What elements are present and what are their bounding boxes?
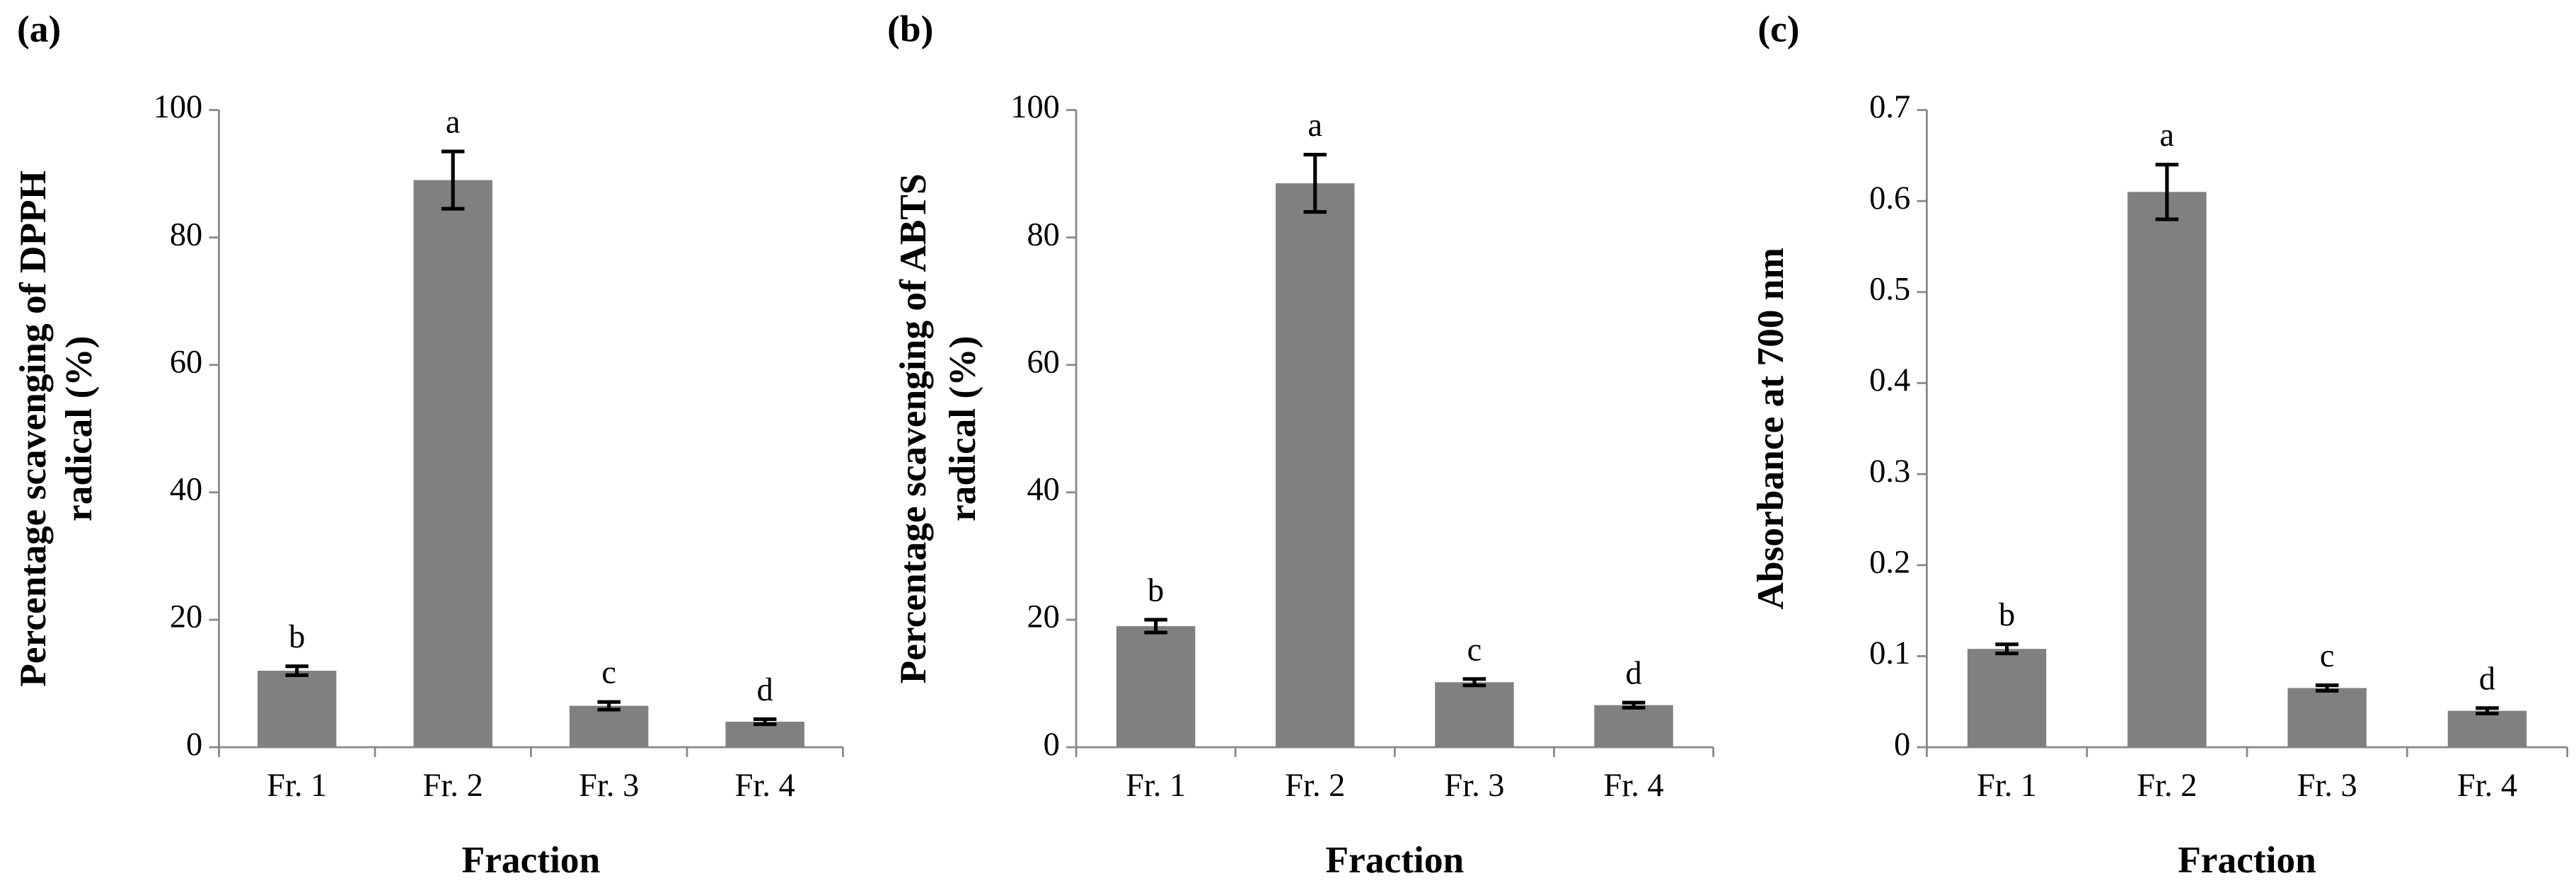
significance-letter: c [1467,632,1482,668]
y-tick-label: 0.7 [1869,89,1910,125]
bar [1276,183,1355,748]
y-tick-label: 80 [1027,216,1059,253]
y-tick-label: 40 [170,472,202,508]
y-tick-label: 100 [1010,89,1060,125]
y-axis-label: radical (%) [57,336,100,521]
bar [1594,705,1673,748]
error-bar [2155,163,2179,221]
y-tick-label: 0 [1044,727,1060,763]
y-tick-label: 0.1 [1869,635,1910,671]
bar [1116,625,1196,748]
significance-letter: d [1625,656,1641,692]
error-bar [753,717,777,727]
x-tick-label: Fr. 4 [735,768,795,804]
panel-label: (a) [17,8,61,50]
y-tick-label: 0.5 [1869,271,1910,307]
panel-label: (b) [887,8,933,50]
bar [2127,192,2207,748]
x-axis-label: Fraction [2178,838,2316,881]
significance-letter: a [446,105,461,141]
significance-letter: d [757,672,773,708]
x-tick-label: Fr. 3 [1444,768,1504,804]
significance-letter: d [2479,661,2495,697]
y-axis-label: radical (%) [941,336,983,521]
x-tick-label: Fr. 1 [1977,768,2037,804]
error-bar [2476,706,2499,716]
y-axis-label: Percentage scavenging of DPPH [11,171,54,687]
y-tick-label: 20 [1027,599,1059,635]
significance-letter: b [1999,597,2015,633]
significance-letter: c [2320,638,2335,674]
error-bar [285,664,308,677]
bar [1967,649,2047,748]
x-tick-label: Fr. 1 [1126,768,1186,804]
x-axis-label: Fraction [1326,838,1465,881]
y-axis-label: Absorbance at 700 nm [1749,248,1791,610]
error-bar [1144,618,1167,635]
y-tick-label: 0 [1894,727,1910,763]
error-bar [1995,642,2018,656]
error-bar [1462,677,1486,688]
y-tick-label: 60 [170,344,202,380]
significance-letter: a [2160,117,2175,154]
bar [1435,682,1514,748]
bar [413,180,492,748]
error-bar [2315,683,2339,693]
error-bar [1622,700,1646,710]
panel-label: (c) [1757,8,1799,50]
y-tick-label: 0 [186,727,202,763]
x-axis-label: Fraction [462,838,601,881]
x-tick-label: Fr. 2 [2137,768,2197,804]
significance-letter: c [601,655,616,691]
bar [258,671,337,748]
bar [2287,688,2367,748]
y-tick-label: 0.6 [1869,180,1910,216]
x-tick-label: Fr. 3 [2297,768,2357,804]
x-tick-label: Fr. 2 [1285,768,1345,804]
y-tick-label: 0.2 [1869,544,1910,580]
y-axis-label: Percentage scavenging of ABTS [891,173,934,683]
x-tick-label: Fr. 4 [1604,768,1664,804]
x-tick-label: Fr. 2 [423,768,483,804]
y-tick-label: 80 [170,216,202,253]
error-bar [1303,153,1327,214]
significance-letter: a [1307,108,1322,144]
error-bar [597,700,620,712]
y-tick-label: 20 [170,599,202,635]
x-tick-label: Fr. 4 [2457,768,2517,804]
y-tick-label: 0.4 [1869,362,1910,398]
x-tick-label: Fr. 1 [267,768,327,804]
significance-letter: b [289,619,305,655]
y-tick-label: 40 [1027,472,1059,508]
bar [570,705,649,748]
bar [2447,710,2527,748]
y-tick-label: 100 [154,89,203,125]
significance-letter: b [1148,573,1164,609]
x-tick-label: Fr. 3 [579,768,639,804]
error-bar [441,149,465,211]
y-tick-label: 60 [1027,344,1059,380]
y-tick-label: 0.3 [1869,454,1910,490]
